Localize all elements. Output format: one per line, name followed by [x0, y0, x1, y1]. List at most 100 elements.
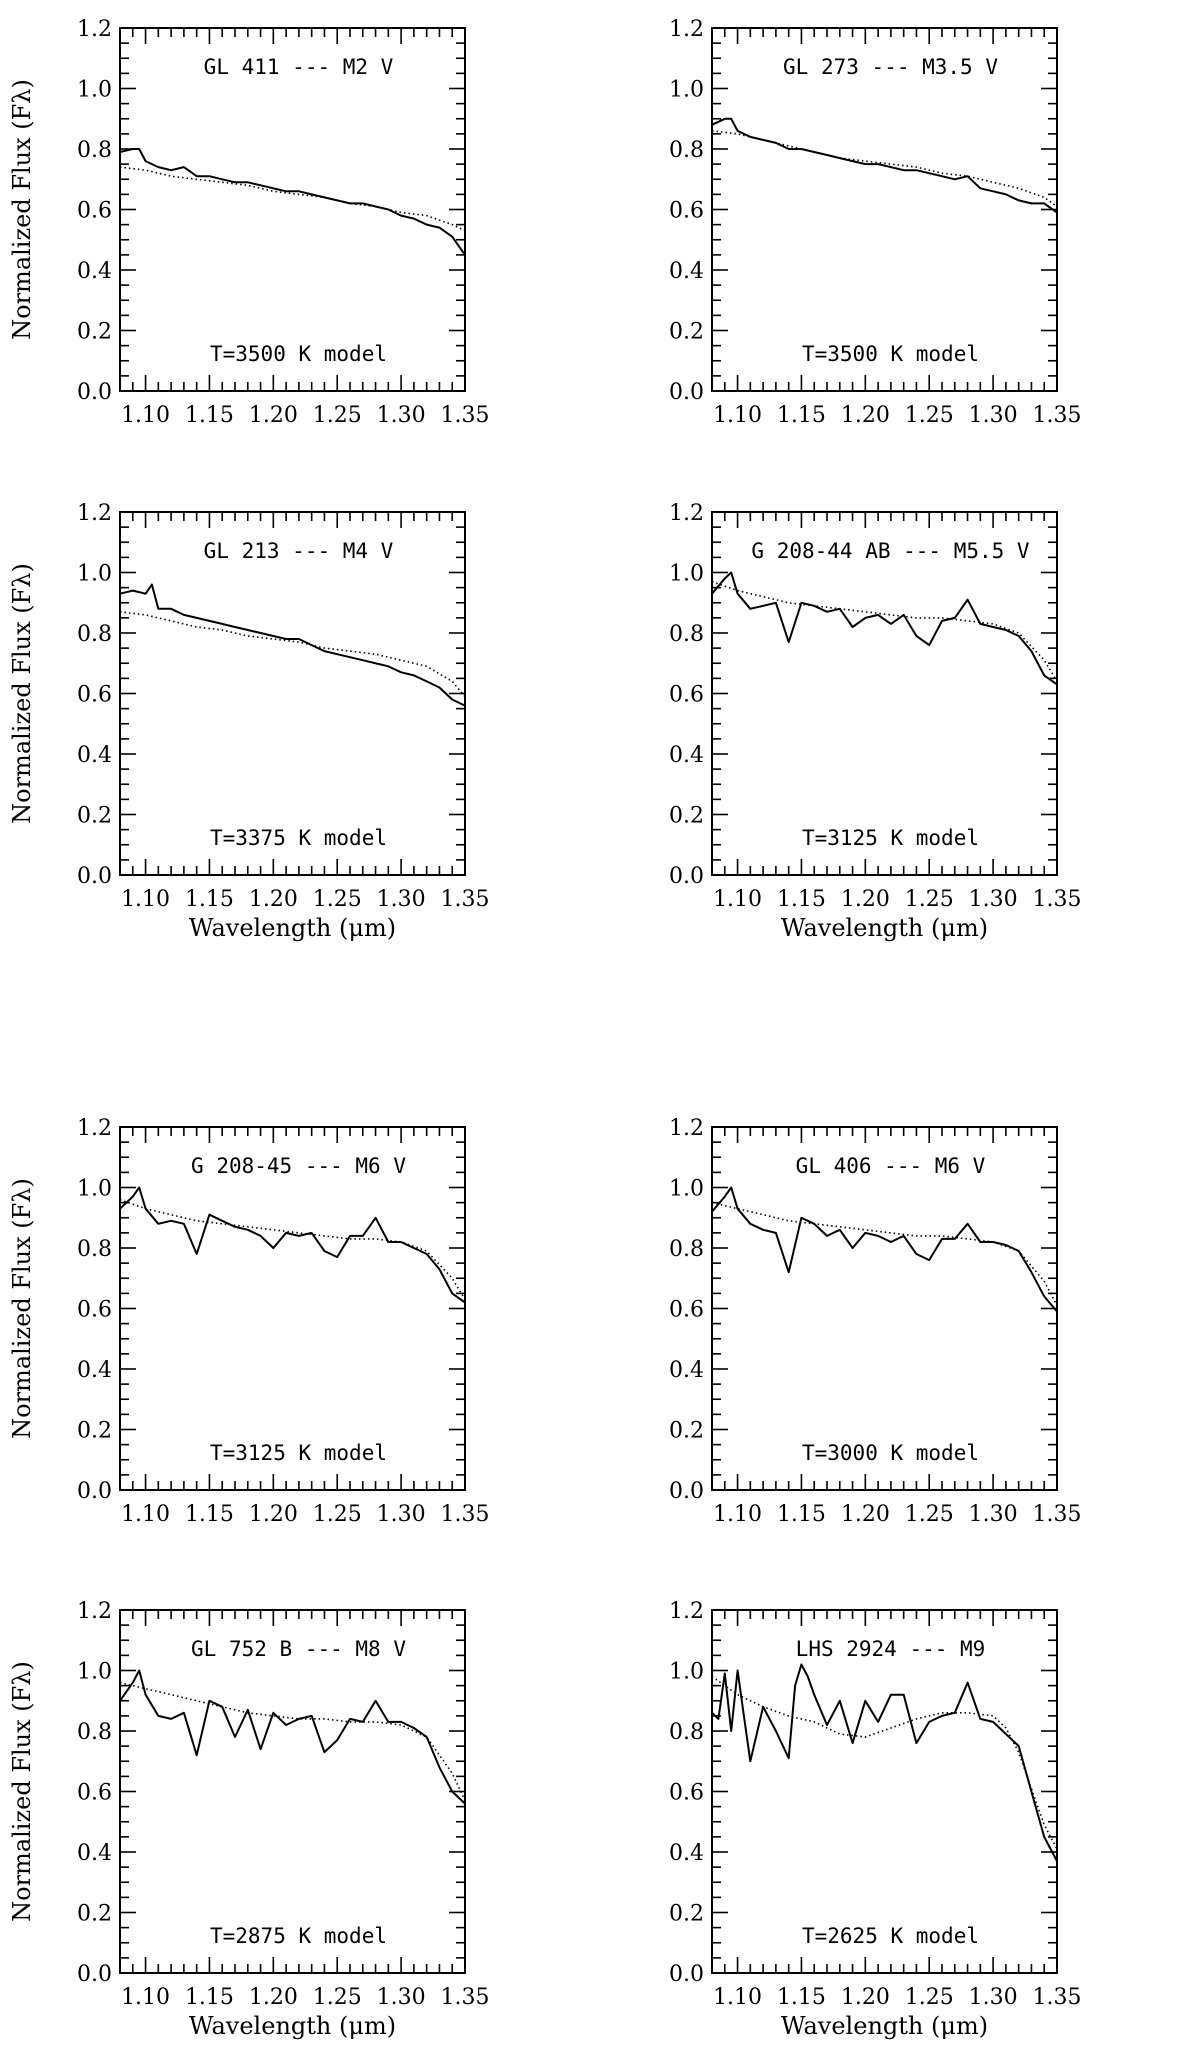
y-tick-label: 1.2: [669, 1116, 704, 1141]
y-tick-label: 0.4: [77, 1841, 112, 1866]
y-tick-label: 1.0: [669, 1177, 704, 1202]
panel-title: G 208-44 AB --- M5.5 V: [751, 539, 1030, 563]
y-axis-title: Normalized Flux (Fλ): [8, 79, 36, 340]
observed-spectrum-line: [119, 148, 466, 256]
y-tick-label: 0.6: [77, 1298, 112, 1323]
x-tick-label: 1.15: [777, 887, 826, 912]
x-tick-label: 1.10: [121, 1502, 170, 1527]
x-tick-label: 1.10: [713, 1985, 762, 2010]
y-tick-label: 0.4: [669, 743, 704, 768]
x-axis-title: Wavelength (μm): [189, 914, 396, 942]
observed-spectrum-line: [119, 583, 466, 707]
x-tick-label: 1.25: [313, 1502, 362, 1527]
y-tick-label: 0.4: [669, 259, 704, 284]
y-tick-label: 0.2: [77, 804, 112, 829]
x-tick-label: 1.15: [777, 403, 826, 428]
plot-frame: [119, 1126, 466, 1491]
x-tick-label: 1.15: [185, 1502, 234, 1527]
y-tick-label: 0.2: [669, 1902, 704, 1927]
observed-spectrum-line: [711, 117, 1058, 214]
x-tick-label: 1.10: [121, 1985, 170, 2010]
observed-spectrum-line: [711, 1186, 1058, 1313]
y-tick-label: 1.0: [77, 562, 112, 587]
y-tick-label: 1.2: [77, 501, 112, 526]
x-tick-label: 1.30: [969, 1502, 1018, 1527]
x-tick-label: 1.20: [841, 403, 890, 428]
y-tick-label: 0.0: [77, 1962, 112, 1987]
x-tick-label: 1.25: [313, 887, 362, 912]
panel-title: GL 273 --- M3.5 V: [783, 55, 998, 79]
y-tick-label: 0.0: [669, 864, 704, 889]
model-annotation: T=2625 K model: [802, 1924, 979, 1948]
x-axis-title: Wavelength (μm): [781, 914, 988, 942]
y-axis-title: Normalized Flux (Fλ): [8, 1661, 36, 1922]
observed-spectrum-line: [119, 1669, 466, 1805]
y-axis-title: Normalized Flux (Fλ): [8, 563, 36, 824]
model-spectrum-line: [119, 1681, 466, 1801]
y-tick-label: 1.2: [77, 1116, 112, 1141]
x-tick-label: 1.20: [841, 1985, 890, 2010]
panel-title: GL 213 --- M4 V: [204, 539, 394, 563]
x-tick-label: 1.25: [313, 1985, 362, 2010]
model-spectrum-line: [711, 1675, 1058, 1850]
spectrum-panel-3: 1.10 1.15 1.20 1.25 1.30 1.35 0.0 0.2 0.4 0.6 0.8 1…: [8, 501, 489, 942]
spectrum-panel-2: 1.10 1.15 1.20 1.25 1.30 1.35 0.0 0.2 0.4 0.6 0.8 1…: [669, 17, 1081, 428]
y-tick-label: 1.0: [669, 562, 704, 587]
y-tick-label: 0.2: [669, 804, 704, 829]
model-spectrum-line: [711, 580, 1058, 682]
y-tick-label: 0.4: [669, 1841, 704, 1866]
spectrum-panel-8: 1.10 1.15 1.20 1.25 1.30 1.35 0.0 0.2 0.4 0.6 0.8 1…: [669, 1599, 1081, 2040]
y-tick-label: 0.6: [77, 199, 112, 224]
y-tick-label: 0.6: [669, 683, 704, 708]
panel-title: GL 406 --- M6 V: [796, 1154, 986, 1178]
y-tick-label: 0.8: [669, 138, 704, 163]
y-tick-label: 0.6: [77, 1781, 112, 1806]
x-tick-label: 1.15: [185, 403, 234, 428]
y-tick-label: 0.8: [77, 138, 112, 163]
x-tick-label: 1.30: [969, 1985, 1018, 2010]
plot-frame: [711, 27, 1058, 392]
plot-frame: [711, 1126, 1058, 1491]
panel-title: GL 752 B --- M8 V: [191, 1637, 406, 1661]
x-tick-label: 1.10: [121, 403, 170, 428]
y-tick-label: 1.2: [669, 17, 704, 42]
plot-frame: [711, 1609, 1058, 1974]
x-tick-label: 1.35: [441, 1502, 490, 1527]
y-tick-label: 0.0: [669, 380, 704, 405]
y-tick-label: 0.8: [669, 622, 704, 647]
x-tick-label: 1.30: [377, 1502, 426, 1527]
panel-title: G 208-45 --- M6 V: [191, 1154, 406, 1178]
x-tick-label: 1.25: [905, 1985, 954, 2010]
model-annotation: T=2875 K model: [210, 1924, 387, 1948]
x-axis-title: Wavelength (μm): [781, 2012, 988, 2040]
observed-spectrum-line: [711, 571, 1058, 686]
spectrum-panel-7: 1.10 1.15 1.20 1.25 1.30 1.35 0.0 0.2 0.4 0.6 0.8 1…: [8, 1599, 489, 2040]
y-tick-label: 0.0: [77, 864, 112, 889]
y-tick-label: 1.0: [669, 1660, 704, 1685]
x-tick-label: 1.20: [841, 887, 890, 912]
model-annotation: T=3125 K model: [802, 826, 979, 850]
y-tick-label: 0.2: [77, 320, 112, 345]
model-spectrum-line: [119, 1198, 466, 1300]
x-tick-label: 1.20: [249, 1502, 298, 1527]
y-tick-label: 0.4: [669, 1358, 704, 1383]
y-tick-label: 1.2: [77, 17, 112, 42]
x-tick-label: 1.15: [185, 1985, 234, 2010]
y-tick-label: 0.8: [77, 1720, 112, 1745]
spectrum-panel-1: 1.10 1.15 1.20 1.25 1.30 1.35 0.0 0.2 0.4 0.6 0.8 1…: [8, 17, 489, 428]
x-tick-label: 1.30: [969, 403, 1018, 428]
x-tick-label: 1.20: [841, 1502, 890, 1527]
y-tick-label: 0.4: [77, 1358, 112, 1383]
x-tick-label: 1.30: [377, 403, 426, 428]
x-tick-label: 1.35: [441, 1985, 490, 2010]
x-tick-label: 1.25: [905, 1502, 954, 1527]
x-tick-label: 1.30: [969, 887, 1018, 912]
y-tick-label: 0.8: [77, 1237, 112, 1262]
observed-spectrum-line: [119, 1186, 466, 1304]
panel-title: LHS 2924 --- M9: [796, 1637, 986, 1661]
y-tick-label: 0.8: [669, 1237, 704, 1262]
x-tick-label: 1.15: [777, 1985, 826, 2010]
model-annotation: T=3500 K model: [802, 342, 979, 366]
x-tick-label: 1.20: [249, 887, 298, 912]
x-tick-label: 1.20: [249, 1985, 298, 2010]
